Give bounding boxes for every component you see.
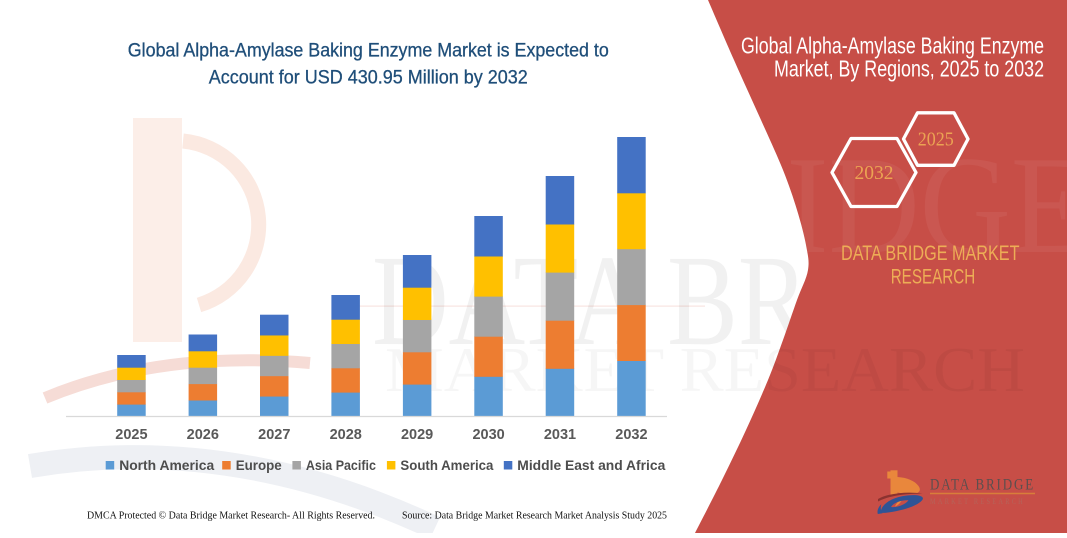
svg-text:Europe: Europe — [236, 457, 282, 473]
svg-text:DMCA Protected © Data Bridge M: DMCA Protected © Data Bridge Market Rese… — [87, 511, 375, 522]
svg-text:Market, By Regions, 2025 to 20: Market, By Regions, 2025 to 2032 — [774, 56, 1044, 82]
svg-text:2028: 2028 — [330, 427, 362, 443]
svg-text:South America: South America — [400, 457, 493, 473]
svg-text:2026: 2026 — [187, 427, 219, 443]
svg-text:Global Alpha-Amylase Baking En: Global Alpha-Amylase Baking Enzyme Marke… — [128, 39, 609, 61]
svg-text:Source: Data Bridge Market Res: Source: Data Bridge Market Research Mark… — [402, 511, 667, 522]
svg-text:North America: North America — [119, 457, 214, 473]
svg-text:Global Alpha-Amylase Baking En: Global Alpha-Amylase Baking Enzyme — [741, 33, 1044, 59]
svg-text:2025: 2025 — [918, 129, 954, 151]
svg-text:RESEARCH: RESEARCH — [891, 266, 976, 289]
svg-text:Account for USD 430.95 Million: Account for USD 430.95 Million by 2032 — [209, 66, 528, 88]
svg-text:Middle East and Africa: Middle East and Africa — [517, 457, 665, 473]
svg-text:2025: 2025 — [115, 427, 147, 443]
svg-text:Asia Pacific: Asia Pacific — [306, 457, 376, 473]
svg-text:DATA BRIDGE MARKET: DATA BRIDGE MARKET — [841, 242, 1020, 265]
svg-text:2027: 2027 — [258, 427, 290, 443]
svg-text:2032: 2032 — [855, 162, 894, 184]
svg-text:2029: 2029 — [401, 427, 433, 443]
svg-text:2032: 2032 — [615, 427, 647, 443]
svg-text:2031: 2031 — [544, 427, 576, 443]
svg-text:2030: 2030 — [472, 427, 504, 443]
svg-text:DATA BRIDGE: DATA BRIDGE — [930, 477, 1035, 494]
svg-text:MARKET RESEARCH: MARKET RESEARCH — [930, 496, 1025, 506]
